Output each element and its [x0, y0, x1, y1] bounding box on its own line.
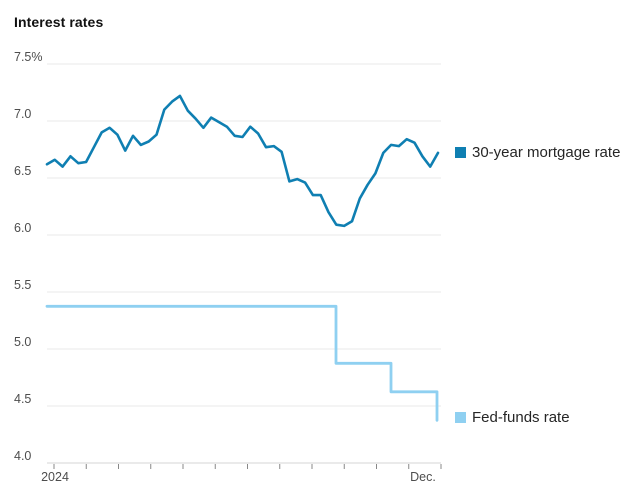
mortgage-rate-line: [45, 94, 440, 228]
legend-label-mortgage: 30-year mortgage rate: [472, 144, 621, 161]
legend-swatch-mortgage-icon: [455, 147, 466, 158]
x-axis-label-end: Dec.: [410, 470, 436, 484]
y-axis-label: 4.5: [14, 392, 31, 406]
y-axis-label: 4.0: [14, 449, 31, 463]
y-axis-label: 7.5%: [14, 50, 43, 64]
y-axis-label: 5.0: [14, 335, 31, 349]
y-axis-label: 5.5: [14, 278, 31, 292]
legend-item-fed-funds: Fed-funds rate: [455, 409, 570, 426]
y-axis-label: 7.0: [14, 107, 31, 121]
legend-swatch-fed-funds-icon: [455, 412, 466, 423]
chart-title: Interest rates: [14, 14, 104, 30]
legend-item-mortgage: 30-year mortgage rate: [455, 144, 620, 161]
x-axis-label-start: 2024: [41, 470, 69, 484]
legend-label-fed-funds: Fed-funds rate: [472, 409, 570, 426]
fed-funds-rate-line: [45, 304, 439, 422]
y-axis-label: 6.5: [14, 164, 31, 178]
y-axis-label: 6.0: [14, 221, 31, 235]
